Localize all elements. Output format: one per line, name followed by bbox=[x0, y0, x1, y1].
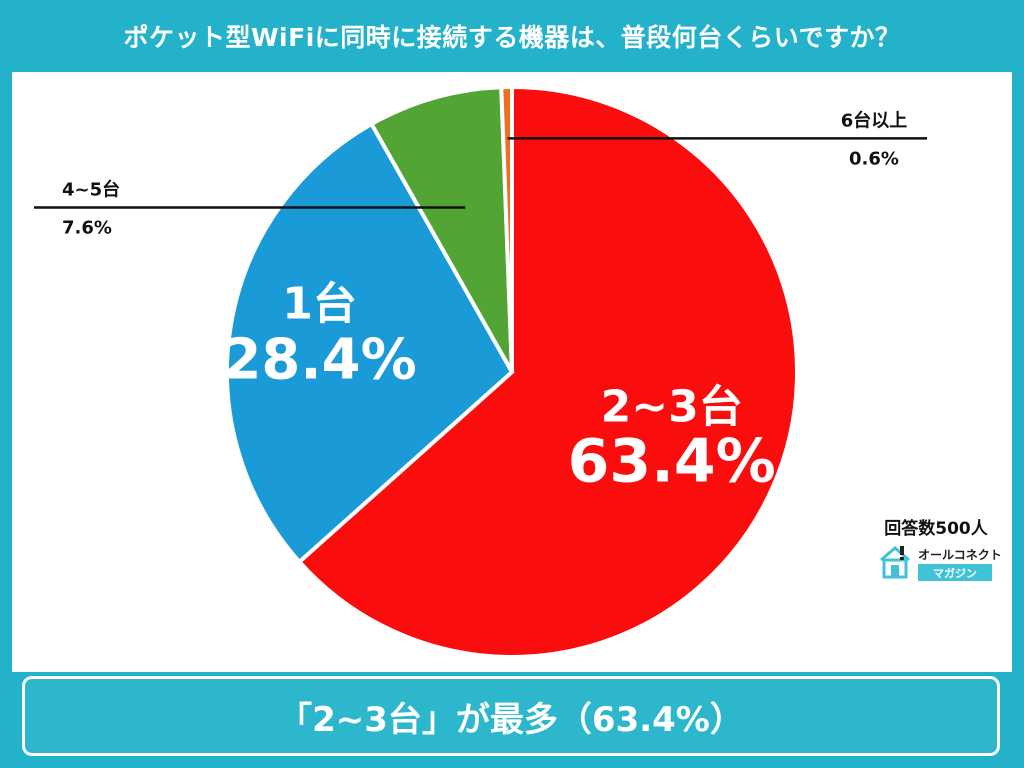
slice-value-label: 7.6% bbox=[62, 217, 112, 238]
slice-value-label: 63.4% bbox=[568, 427, 776, 497]
slice-value-label: 28.4% bbox=[222, 327, 416, 392]
respondent-count: 回答数500人 bbox=[884, 519, 988, 539]
pie-slice bbox=[368, 85, 514, 373]
slice-category-label: 1台 bbox=[282, 278, 357, 329]
brand-name: オールコネクト bbox=[918, 548, 1002, 562]
pie-slice bbox=[499, 84, 514, 373]
title-bar: ポケット型WiFiに同時に接続する機器は、普段何台くらいですか？ bbox=[0, 0, 1024, 72]
chart-panel: 2~3台 63.4% 1台 28.4% 4~5台 7.6% 6台以上 0.6% 回答数500人… bbox=[12, 72, 1012, 672]
conclusion-text: 「2~3台」が最多（63.4%） bbox=[278, 699, 744, 740]
slice-category-label: 4~5台 bbox=[62, 178, 120, 200]
brand-sub: マガジン bbox=[918, 564, 992, 581]
slice-value-label: 0.6% bbox=[849, 148, 899, 169]
slice-category-label: 2~3台 bbox=[601, 382, 743, 433]
conclusion-banner: 「2~3台」が最多（63.4%） bbox=[22, 676, 1000, 756]
pie-slice bbox=[225, 121, 515, 565]
brand-logo: オールコネクト マガジン bbox=[878, 542, 1008, 586]
house-icon bbox=[880, 546, 910, 579]
page-title: ポケット型WiFiに同時に接続する機器は、普段何台くらいですか？ bbox=[123, 23, 901, 52]
slice-category-label: 6台以上 bbox=[841, 109, 908, 131]
pie-slice bbox=[296, 84, 799, 659]
